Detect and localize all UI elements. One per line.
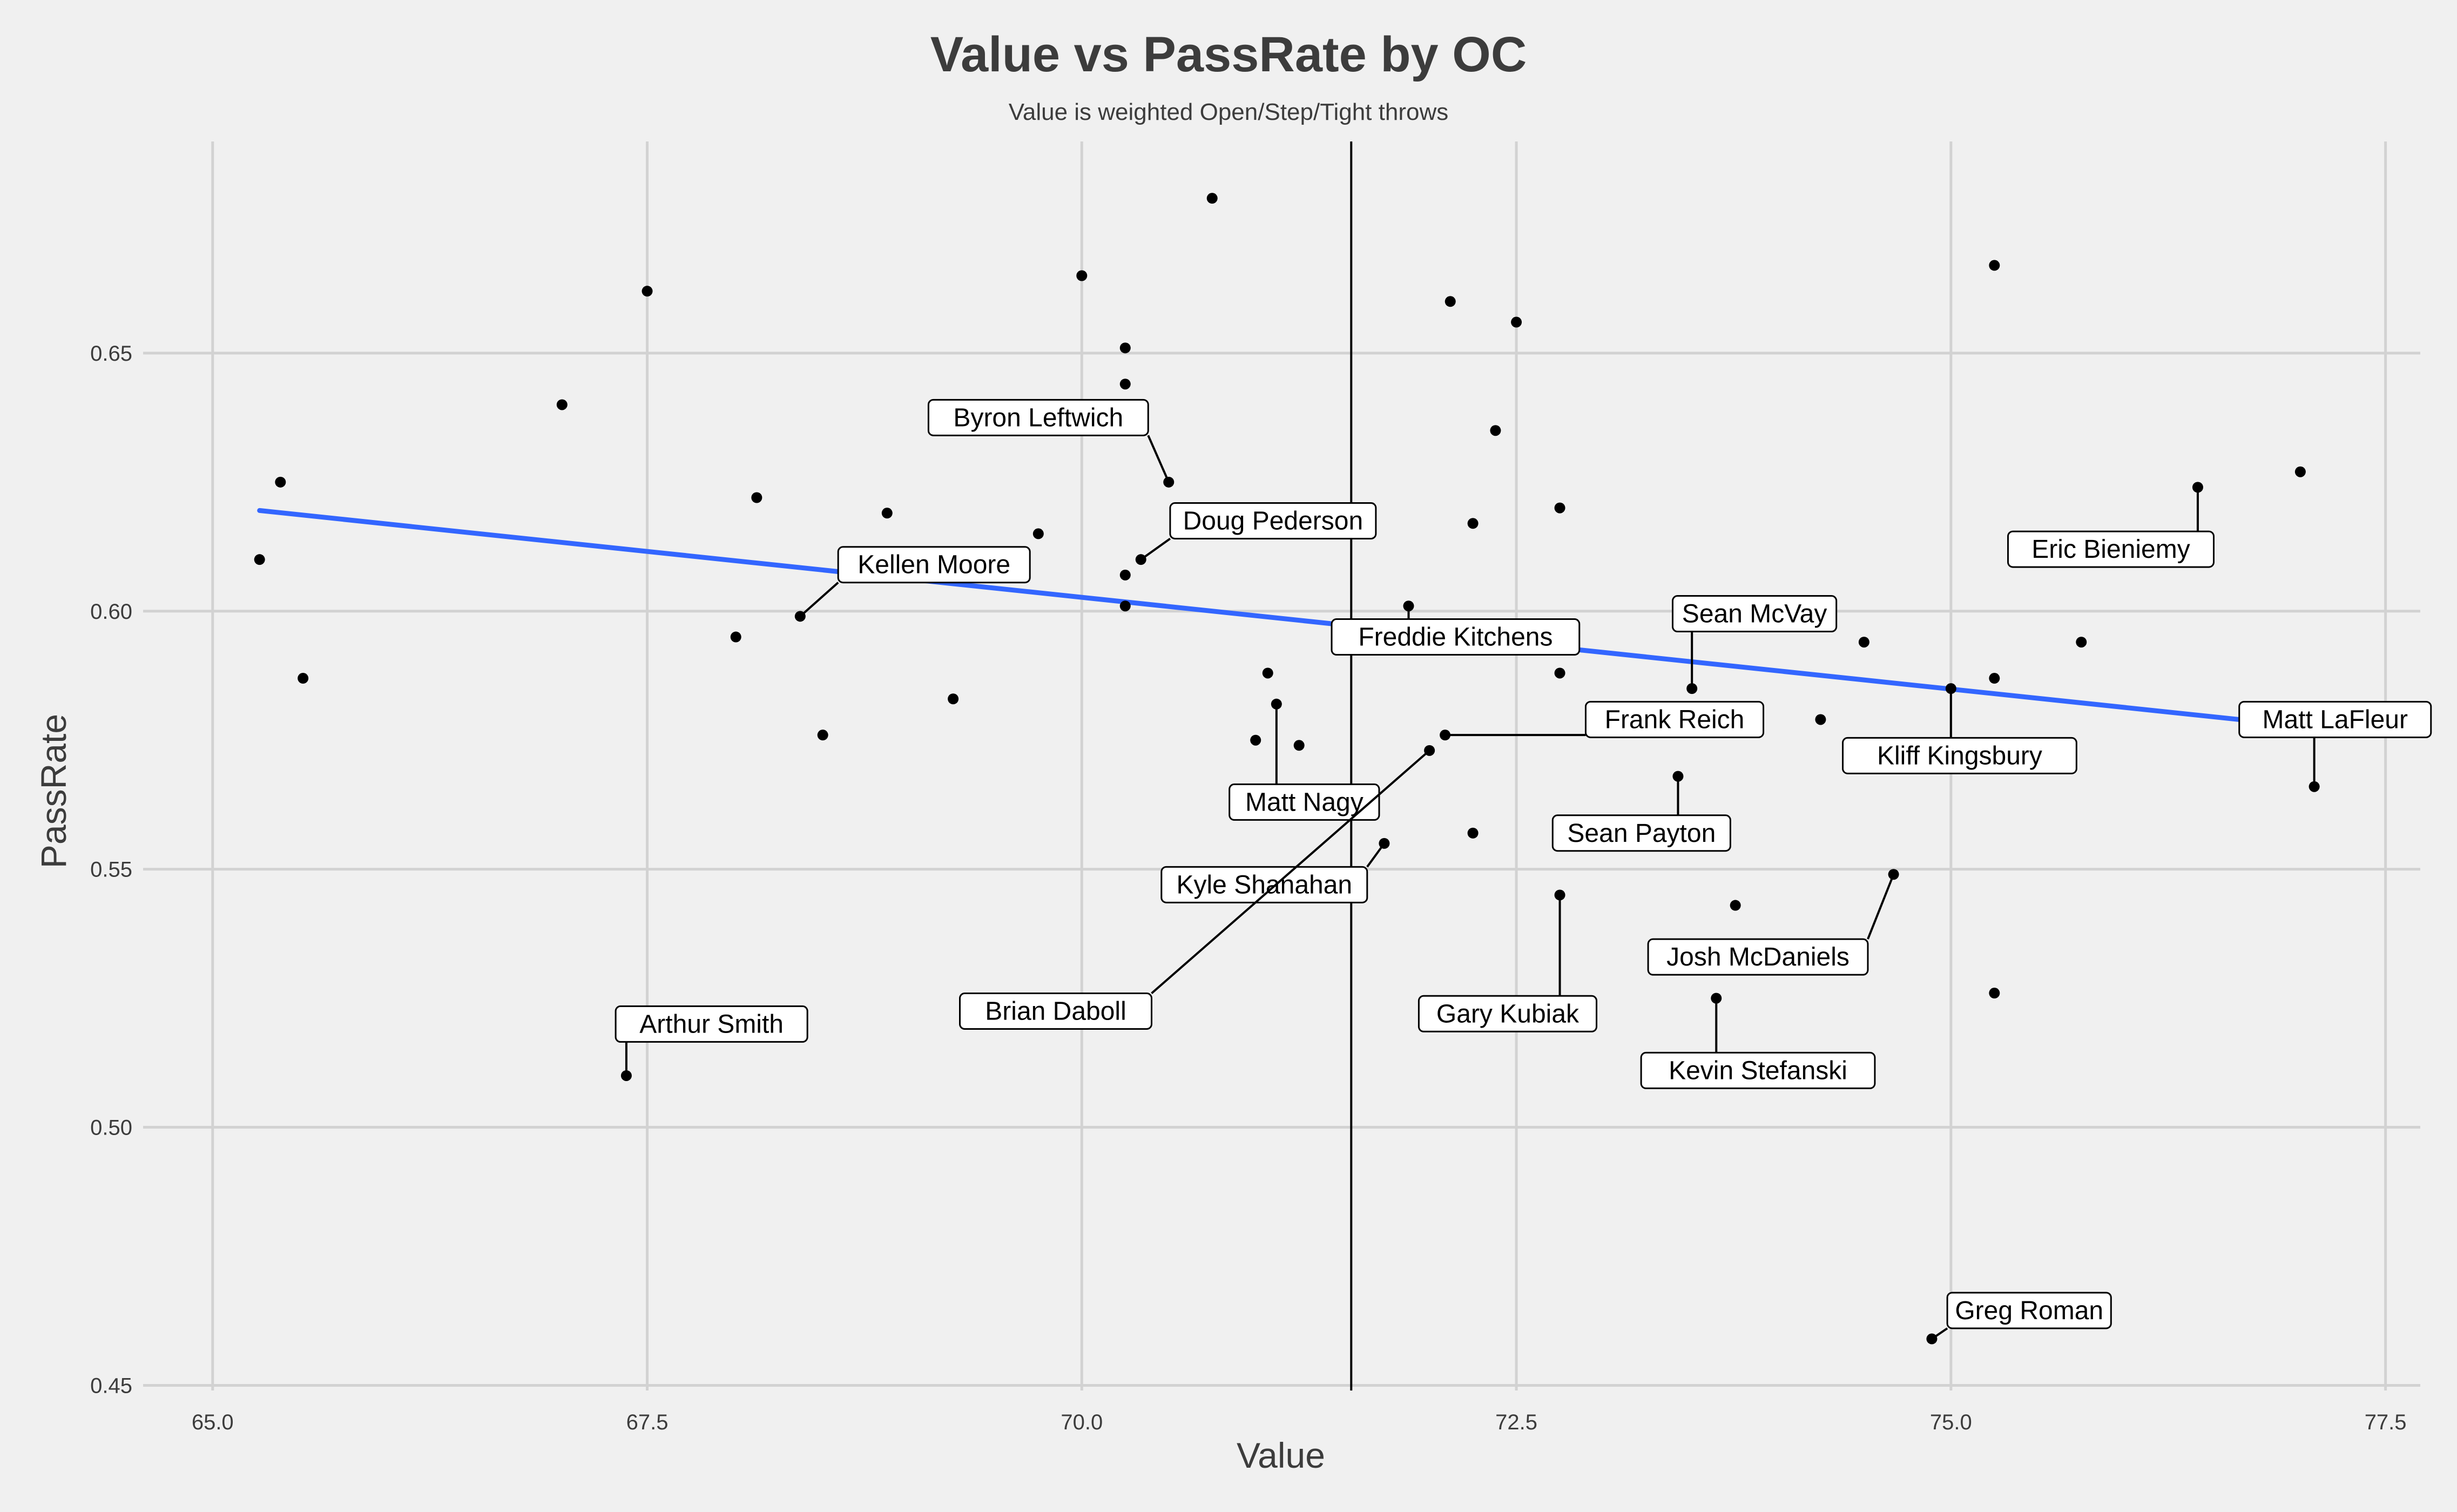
data-point [881,508,893,519]
point-label: Greg Roman [1955,1297,2103,1325]
label-box [1671,595,1838,633]
data-point [642,286,653,297]
label-leader-line [1151,750,1430,995]
point-label: Matt LaFleur [2263,705,2408,734]
y-tick-label: 0.65 [90,342,132,366]
label-box [1169,502,1377,540]
point-label: Sean McVay [1682,600,1827,629]
label-box [1228,783,1380,821]
trend-line [257,508,2315,730]
data-point [2294,466,2306,477]
point-label: Kellen Moore [858,551,1010,579]
data-point [1730,900,1741,911]
label-box [1842,737,2077,774]
y-tick-label: 0.55 [90,858,132,882]
data-point [1206,193,1218,204]
data-point [1293,740,1305,751]
label-leader-line [1366,842,1386,868]
data-point [1119,342,1131,354]
data-point [817,730,828,741]
label-box [1946,1292,2112,1329]
data-point [1119,569,1131,580]
point-label: Kevin Stefanski [1669,1056,1847,1085]
data-point [1554,667,1565,679]
label-box [837,546,1031,584]
y-tick-label: 0.45 [90,1374,132,1398]
data-point [1119,600,1131,612]
label-box [1160,866,1368,903]
x-tick-label: 72.5 [1495,1410,1537,1434]
label-leader-line [1867,874,1895,940]
label-box [1584,700,1765,738]
data-point [1989,260,2000,271]
label-box [959,992,1153,1030]
x-tick-label: 77.5 [2365,1410,2407,1434]
y-tick-label: 0.60 [90,600,132,624]
label-box [1551,814,1731,852]
label-box [1647,938,1869,976]
data-point [1467,518,1479,529]
grid [143,141,2420,1390]
label-box [1640,1051,1876,1089]
data-point [730,631,741,643]
data-point [948,693,959,705]
point-label: Matt Nagy [1245,788,1364,816]
data-point [1490,425,1501,436]
x-axis-label: Value [1237,1435,1325,1475]
label-box [1331,618,1581,656]
data-point [1250,734,1261,746]
point-label: Brian Daboll [985,997,1126,1025]
label-leader-line [1931,1327,1948,1340]
point-label: Kliff Kingsbury [1877,741,2042,770]
data-point [1989,988,2000,999]
label-leader-line [1147,435,1170,483]
x-tick-label: 65.0 [192,1410,234,1434]
point-label: Freddie Kitchens [1358,623,1552,652]
data-point [751,492,762,503]
data-point [254,554,265,565]
data-point [1444,296,1456,307]
data-point [1511,316,1522,328]
chart-title: Value vs PassRate by OC [930,27,1527,82]
y-axis-label: PassRate [33,714,73,868]
label-leader-line [799,582,839,617]
point-label: Sean Payton [1567,819,1716,848]
point-labels: Byron Leftwich Doug Pederson Kellen Moore E… [615,399,2432,1340]
point-label: Byron Leftwich [953,403,1123,432]
data-point [1076,270,1088,281]
label-box [927,399,1149,436]
data-point [1554,502,1565,514]
label-box [615,1005,808,1043]
point-label: Frank Reich [1605,705,1745,734]
point-label: Arthur Smith [639,1010,784,1038]
point-label: Eric Bieniemy [2031,535,2190,564]
point-label: Doug Pederson [1183,507,1364,536]
x-tick-label: 75.0 [1930,1410,1972,1434]
data-point [1858,637,1869,648]
data-point [1467,827,1479,839]
data-point [556,399,568,410]
point-label: Josh McDaniels [1666,943,1850,971]
label-box [2238,700,2432,738]
data-point [1989,673,2000,684]
label-box [1418,995,1598,1032]
label-box [2007,530,2215,568]
y-tick-label: 0.50 [90,1116,132,1140]
label-leader-line [1140,537,1171,561]
data-point [1032,528,1044,539]
point-label: Gary Kubiak [1436,1000,1580,1028]
data-point [1815,714,1826,725]
x-tick-label: 67.5 [626,1410,669,1434]
data-point [275,476,286,488]
trend-line-path [257,508,2315,730]
x-tick-label: 70.0 [1061,1410,1103,1434]
data-point [298,673,309,684]
chart-subtitle: Value is weighted Open/Step/Tight throws [1009,99,1448,125]
data-point [1262,667,1273,679]
axes: 65.0 67.5 70.0 72.5 75.0 77.5 0.45 0.50 0.55 0.60… [90,342,2406,1434]
data-point [2076,637,2087,648]
data-point [1119,379,1131,390]
